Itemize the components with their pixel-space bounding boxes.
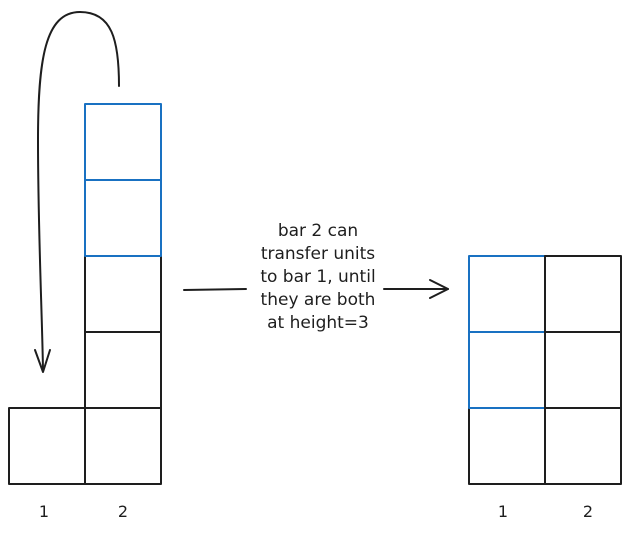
after-bar-label: 1 (497, 502, 509, 521)
caption-line: bar 2 can (277, 221, 359, 241)
before-bar-label: 2 (117, 502, 129, 521)
result-arrowhead (429, 279, 449, 299)
before-bars-group (8, 103, 162, 485)
caption-line: transfer units (260, 244, 376, 264)
after-bar-2-unit (544, 255, 622, 333)
before-bar-2-unit (84, 407, 162, 485)
after-bar-2-unit (544, 407, 622, 485)
after-bars-group (468, 255, 622, 485)
before-bar-label: 1 (38, 502, 50, 521)
caption-line: to bar 1, until (260, 267, 376, 287)
after-bar-2-unit (544, 331, 622, 409)
transfer-caption: bar 2 can transfer units to bar 1, until… (228, 220, 408, 335)
after-bar-1-moved-unit (468, 255, 546, 333)
before-bar-2-unit (84, 331, 162, 409)
caption-line: they are both (260, 290, 376, 310)
before-bar-2-unit (84, 255, 162, 333)
after-bar-1-unit (468, 407, 546, 485)
before-bar-2-moved-unit (84, 179, 162, 257)
after-bar-1-moved-unit (468, 331, 546, 409)
result-arrow-tail (183, 288, 247, 291)
transfer-curve-arrowhead (34, 349, 51, 373)
after-bar-label: 2 (582, 502, 594, 521)
caption-line: at height=3 (267, 313, 369, 333)
before-bar-2-moved-unit (84, 103, 162, 181)
transfer-curve-arrow (36, 10, 120, 371)
before-bar-1-unit (8, 407, 86, 485)
